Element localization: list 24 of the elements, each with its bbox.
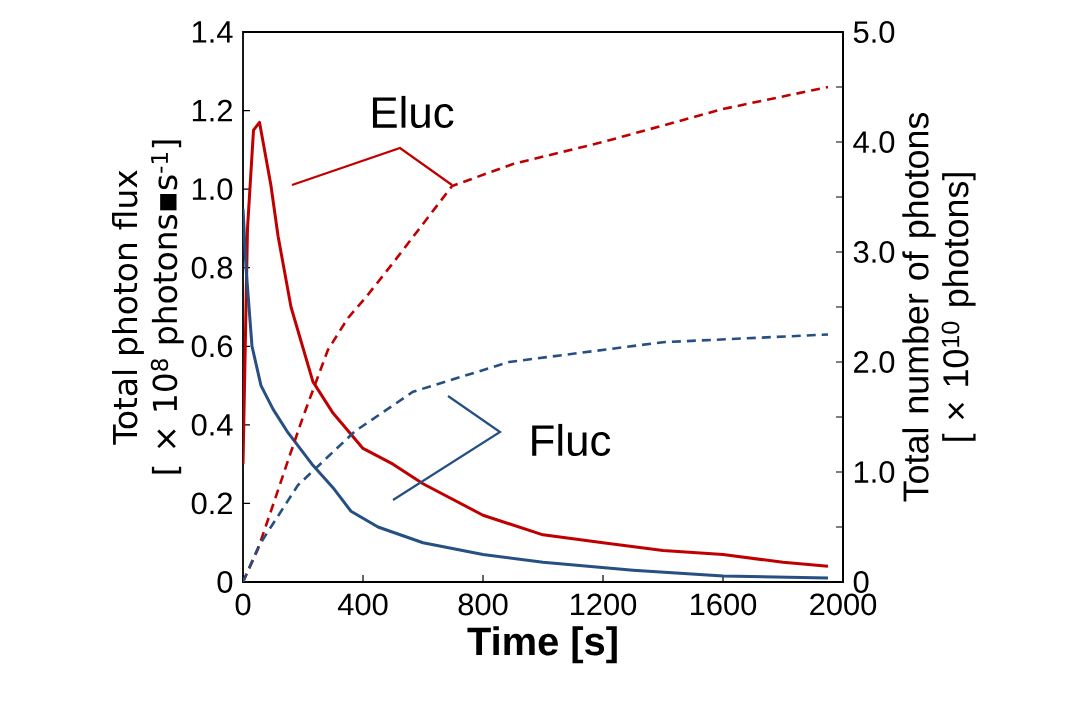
x-tick-label: 2000 <box>810 593 877 616</box>
y-tick-label: 1.2 <box>192 99 232 122</box>
y2-tick-label: 1.0 <box>854 461 895 483</box>
line-series <box>243 207 830 580</box>
legend-label: Fluc <box>532 423 611 457</box>
x-tick-label: 800 <box>458 593 508 616</box>
y2-tick-label: 4.0 <box>853 131 895 153</box>
x-tick-label: 400 <box>337 593 388 616</box>
x-tick-label: 0 <box>235 593 251 616</box>
y-tick-label: 0.4 <box>191 413 233 436</box>
x-tick-label: 1200 <box>571 593 637 616</box>
y-tick-label: 0.8 <box>191 256 233 279</box>
y2-tick-label: 5.0 <box>853 21 895 43</box>
y2-tick-label: 3.0 <box>853 241 895 263</box>
y-tick-label: 1.4 <box>192 21 233 43</box>
y-tick-label: 0.6 <box>191 335 233 358</box>
y2-tick-label: 2.0 <box>854 351 895 373</box>
x-axis-title: Time [s] <box>467 626 617 664</box>
y2-tick-label: 0 <box>853 571 869 593</box>
y-tick-label: 0.2 <box>191 492 232 515</box>
y-tick-label: 1.0 <box>192 178 233 201</box>
y-tick-label: 0 <box>217 571 233 593</box>
text: Eluc <box>372 95 454 129</box>
x-tick-label: 1600 <box>691 593 757 616</box>
